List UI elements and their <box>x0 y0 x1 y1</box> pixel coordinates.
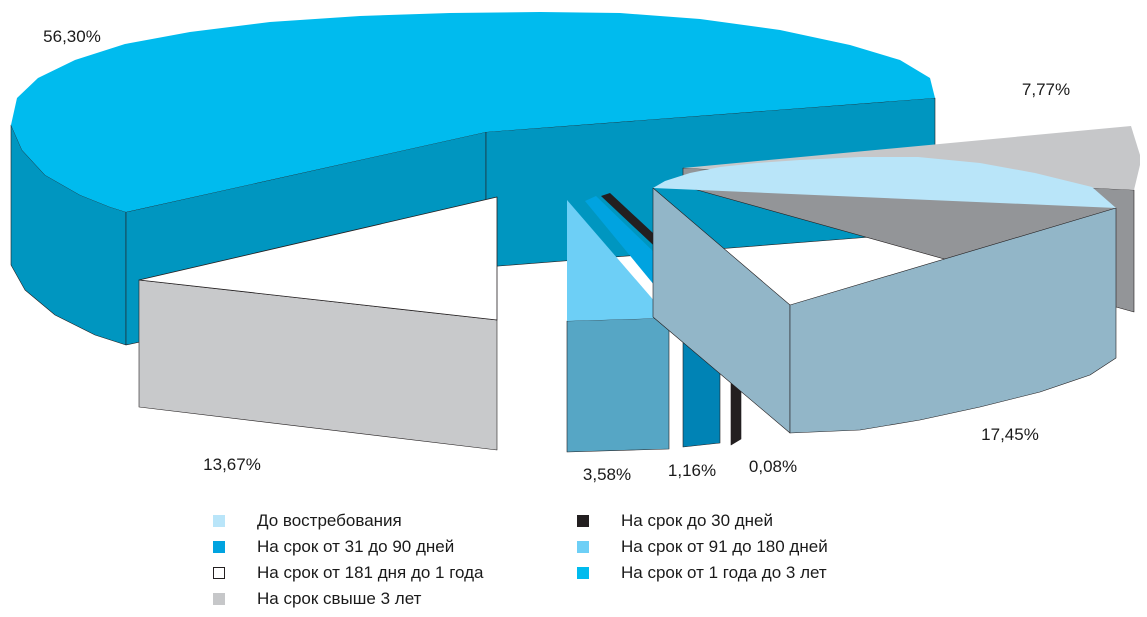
pie-slice-3-side-0 <box>566 317 670 453</box>
slice-value-label-2: 1,16% <box>668 461 716 480</box>
legend-label: На срок от 1 года до 3 лет <box>621 563 827 582</box>
legend-label: На срок от 181 дня до 1 года <box>257 563 484 582</box>
legend-swatch <box>577 541 589 553</box>
legend-swatch <box>577 567 589 579</box>
pie-slice-0-top <box>653 157 1116 208</box>
legend-item: На срок до 30 дней <box>577 508 828 534</box>
legend-swatch <box>213 541 225 553</box>
legend-column-left: До востребования На срок от 31 до 90 дней… <box>213 508 484 612</box>
legend-item: До востребования <box>213 508 484 534</box>
slice-value-label-3: 3,58% <box>583 465 631 484</box>
pie-chart: 17,45% 0,08% 1,16% 3,58% 13,67% 56,30% 7,77% <box>10 12 1140 484</box>
slice-value-label-0: 17,45% <box>981 425 1039 444</box>
legend-item: На срок от 1 года до 3 лет <box>577 560 828 586</box>
legend-item: На срок от 31 до 90 дней <box>213 534 484 560</box>
pie-slice-3 <box>566 200 670 453</box>
legend-item: На срок от 91 до 180 дней <box>577 534 828 560</box>
legend-label: На срок от 91 до 180 дней <box>621 537 828 556</box>
legend-label: На срок свыше 3 лет <box>257 589 422 608</box>
legend-item: На срок свыше 3 лет <box>213 586 484 612</box>
slice-value-label-4: 13,67% <box>203 455 261 474</box>
pie-slice-0 <box>652 157 1117 434</box>
legend-label: На срок от 31 до 90 дней <box>257 537 455 556</box>
legend-swatch <box>213 515 225 527</box>
slice-value-label-5: 56,30% <box>43 27 101 46</box>
pie-slice-3-top <box>567 200 669 321</box>
legend-column-right: На срок до 30 дней На срок от 91 до 180 д… <box>577 508 828 586</box>
legend-swatch <box>213 567 225 579</box>
slice-value-label-1: 0,08% <box>749 457 797 476</box>
pie-slice-5-top <box>11 12 935 212</box>
pie-slice-0-side-1 <box>789 207 1117 434</box>
legend-swatch <box>577 515 589 527</box>
legend-item: На срок от 181 дня до 1 года <box>213 560 484 586</box>
legend-label: До востребования <box>257 511 402 530</box>
pie-slice-4-top <box>138 196 498 321</box>
legend-swatch <box>213 593 225 605</box>
pie-slice-4 <box>138 196 498 451</box>
slice-value-label-6: 7,77% <box>1022 80 1070 99</box>
legend-label: На срок до 30 дней <box>621 511 774 530</box>
